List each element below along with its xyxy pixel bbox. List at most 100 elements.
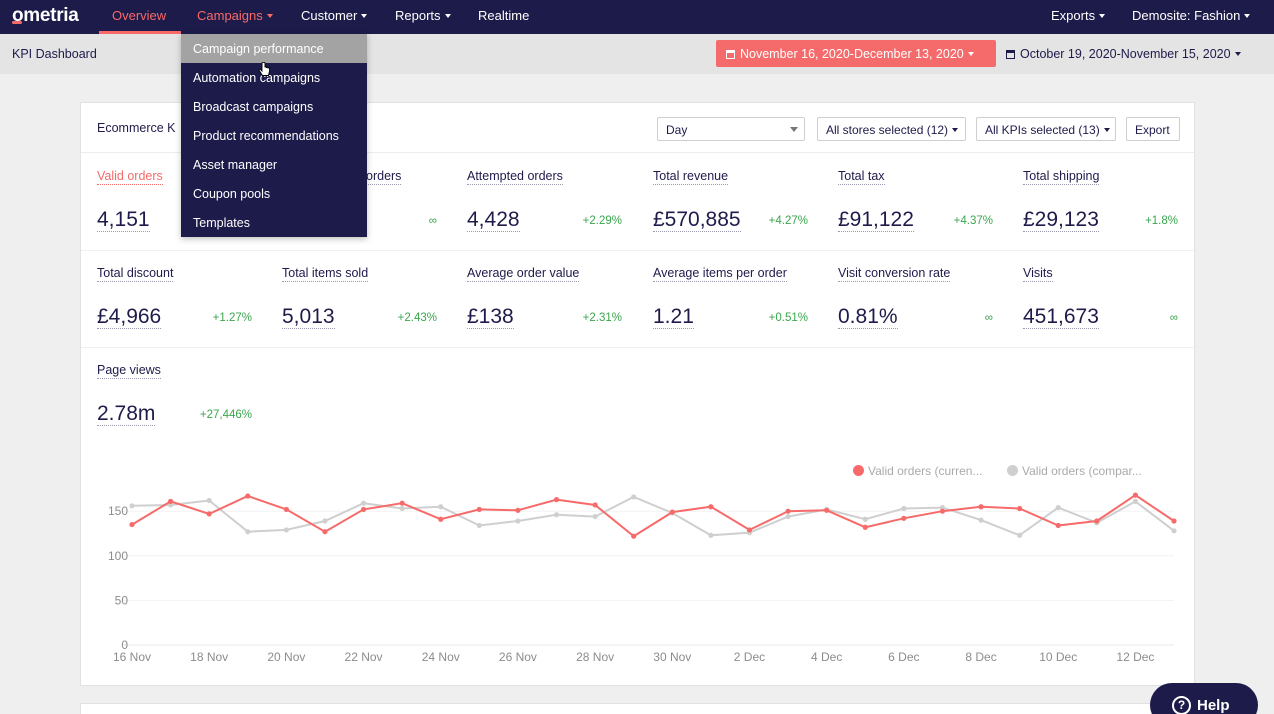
data-point-current: [245, 493, 251, 499]
menu-item-asset-manager[interactable]: Asset manager: [193, 158, 278, 172]
valid-orders-line-chart[interactable]: 0 50 100 150 16 Nov 18 Nov 20 Nov 22 Nov 24 Nov 2…: [81, 103, 1194, 685]
chevron-down-icon: [1099, 13, 1106, 18]
menu-item-automation-campaigns[interactable]: Automation campaigns: [193, 71, 321, 85]
kpi-average-items-per-order[interactable]: Average items per order 1.21 +0.51%: [637, 250, 822, 347]
kpi-total-discount[interactable]: Total discount £4,966 +1.27%: [81, 250, 266, 347]
data-point-current: [785, 508, 791, 514]
chevron-down-icon: [952, 127, 959, 132]
nav-customer[interactable]: Customer: [301, 8, 368, 23]
top-nav: ometria Overview Campaigns Customer Repo…: [0, 0, 1274, 34]
kpi-value: 0.81%: [838, 305, 898, 329]
data-point-current: [939, 508, 946, 514]
menu-item-campaign-performance[interactable]: Campaign performance: [181, 34, 367, 63]
kpi-total-revenue[interactable]: Total revenue £570,885 +4.27%: [637, 153, 822, 250]
data-point-compare: [322, 518, 328, 524]
data-point-current: [631, 533, 637, 539]
date-range-picker[interactable]: November 16, 2020-December 13, 2020: [716, 40, 996, 67]
data-point-current: [553, 497, 560, 503]
chevron-down-icon: [1234, 51, 1241, 56]
y-tick-label: 150: [108, 504, 128, 518]
data-point-current: [708, 504, 714, 510]
nav-reports[interactable]: Reports: [395, 8, 451, 23]
data-point-compare: [360, 500, 367, 506]
menu-item-templates[interactable]: Templates: [193, 216, 250, 230]
legend-compare-label: Valid orders (compar...: [1022, 464, 1142, 478]
menu-item-broadcast-campaigns[interactable]: Broadcast campaigns: [193, 100, 314, 114]
x-tick-label: 18 Nov: [190, 650, 228, 664]
kpi-change: +4.27%: [768, 215, 808, 227]
data-point-compare: [283, 527, 289, 533]
chevron-down-icon: [1103, 127, 1110, 132]
kpi-average-order-value[interactable]: Average order value £138 +2.31%: [451, 250, 636, 347]
kpi-total-tax[interactable]: Total tax £91,122 +4.37%: [822, 153, 1007, 250]
data-point-compare: [1132, 498, 1139, 504]
kpis-filter[interactable]: All KPIs selected (13): [976, 117, 1116, 141]
export-button[interactable]: Export: [1126, 117, 1180, 141]
data-point-current: [978, 504, 984, 510]
help-button[interactable]: ? Help: [1150, 683, 1258, 714]
kpis-filter-label: All KPIs selected (13): [985, 123, 1100, 137]
data-point-current: [167, 498, 174, 504]
date-range-label: November 16, 2020-December 13, 2020: [740, 47, 964, 61]
legend-dot-current: [853, 465, 864, 476]
x-tick-label: 22 Nov: [345, 650, 383, 664]
data-point-compare: [206, 497, 212, 504]
compare-range-picker[interactable]: October 19, 2020-November 15, 2020: [1006, 47, 1241, 61]
kpi-total-shipping[interactable]: Total shipping £29,123 +1.8%: [1007, 153, 1192, 250]
nav-site-label: Demosite: Fashion: [1132, 8, 1241, 23]
series-line-current: [131, 493, 1175, 538]
kpi-value: 1.21: [653, 305, 694, 329]
ometria-logo[interactable]: ometria: [12, 5, 79, 26]
data-point-current: [515, 507, 521, 513]
kpi-value: 5,013: [282, 305, 335, 329]
menu-item-product-recommendations[interactable]: Product recommendations: [193, 129, 339, 143]
logo-accent: [12, 21, 22, 24]
x-tick-label: 4 Dec: [811, 650, 842, 664]
data-point-compare: [553, 512, 560, 518]
data-point-compare: [901, 505, 907, 512]
nav-exports[interactable]: Exports: [1051, 8, 1106, 23]
data-point-compare: [631, 494, 637, 500]
x-tick-label: 10 Dec: [1039, 650, 1077, 664]
kpi-visit-conversion-rate[interactable]: Visit conversion rate 0.81% ∞: [822, 250, 1007, 347]
data-point-compare: [399, 505, 405, 512]
data-point-compare: [476, 522, 482, 529]
kpi-label: Visit conversion rate: [838, 266, 951, 282]
kpi-orders[interactable]: orders ∞: [266, 153, 451, 250]
kpi-page-views[interactable]: Page views 2.78m +27,446%: [81, 347, 266, 444]
kpi-visits[interactable]: Visits 451,673 ∞: [1007, 250, 1192, 347]
legend-compare[interactable]: Valid orders (compar...: [1007, 464, 1142, 478]
kpi-attempted-orders[interactable]: Attempted orders 4,428 +2.29%: [451, 153, 636, 250]
data-point-compare: [1055, 505, 1061, 511]
card-title: Ecommerce K: [97, 121, 176, 135]
kpi-change: ∞: [1169, 312, 1178, 324]
nav-site-selector[interactable]: Demosite: Fashion: [1132, 8, 1251, 23]
stores-filter[interactable]: All stores selected (12): [817, 117, 966, 141]
nav-campaigns[interactable]: Campaigns: [197, 8, 273, 23]
menu-item-coupon-pools[interactable]: Coupon pools: [193, 187, 271, 201]
data-point-current: [1017, 505, 1023, 512]
data-point-compare: [515, 518, 521, 524]
kpi-label: orders: [366, 169, 402, 185]
nav-overview[interactable]: Overview: [112, 8, 167, 23]
data-point-compare: [1171, 528, 1177, 534]
data-point-compare: [1017, 532, 1023, 538]
kpi-change: +1.27%: [212, 312, 252, 324]
nav-realtime[interactable]: Realtime: [478, 8, 530, 23]
kpi-label: Total shipping: [1023, 169, 1100, 185]
granularity-select[interactable]: Day: [657, 117, 805, 141]
kpi-label: Total discount: [97, 266, 174, 282]
x-tick-label: 8 Dec: [965, 650, 996, 664]
chevron-down-icon: [361, 13, 368, 18]
nav-active-underline: [99, 31, 181, 34]
data-point-current: [1132, 492, 1139, 498]
legend-current[interactable]: Valid orders (curren...: [853, 464, 983, 478]
data-point-compare: [978, 517, 984, 523]
data-point-current: [476, 506, 482, 513]
x-tick-label: 6 Dec: [888, 650, 919, 664]
data-point-current: [746, 527, 753, 533]
kpi-label: Attempted orders: [467, 169, 563, 185]
kpi-valid-orders[interactable]: Valid orders 4,151: [81, 153, 266, 250]
kpi-total-items-sold[interactable]: Total items sold 5,013 +2.43%: [266, 250, 451, 347]
next-card: [80, 703, 1195, 714]
